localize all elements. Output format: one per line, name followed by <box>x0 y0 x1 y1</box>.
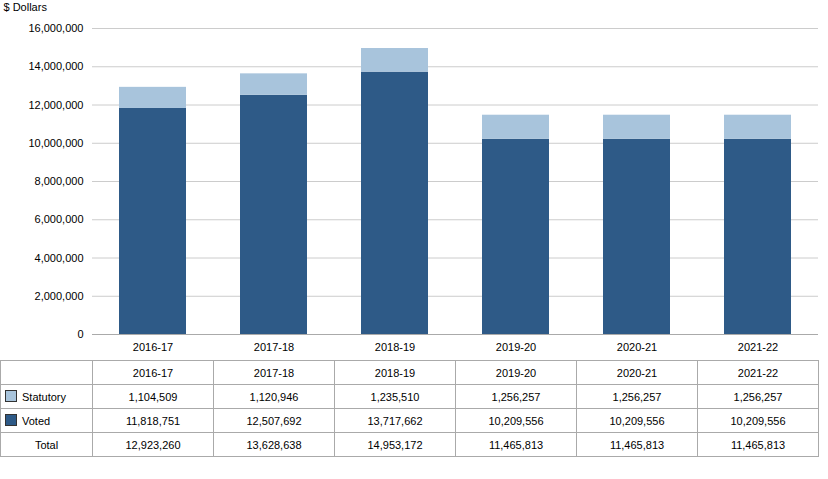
html-text:11,465,813: 11,465,813 <box>609 438 665 451</box>
html-text:14,953,172: 14,953,172 <box>367 438 423 451</box>
html-text:2018-19: 2018-19 <box>374 366 416 379</box>
html-text:2021-22: 2021-22 <box>737 366 779 379</box>
html-text:10,209,556: 10,209,556 <box>488 414 544 427</box>
html-text:10,209,556: 10,209,556 <box>609 414 665 427</box>
html-text:Voted: Voted <box>22 415 51 427</box>
svg-text:2021-22: 2021-22 <box>738 341 778 353</box>
html-text:1,104,509: 1,104,509 <box>128 390 178 403</box>
svg-text:14,000,000: 14,000,000 <box>28 60 83 72</box>
html-text:13,628,638: 13,628,638 <box>246 438 302 451</box>
html-text:12,923,260: 12,923,260 <box>125 438 181 451</box>
svg-text:2017-18: 2017-18 <box>254 341 294 353</box>
html-text:13,717,662: 13,717,662 <box>367 414 423 427</box>
html-text:2020-21: 2020-21 <box>616 366 658 379</box>
html-text:10,209,556: 10,209,556 <box>730 414 786 427</box>
html-text:11,465,813: 11,465,813 <box>730 438 786 451</box>
svg-text:4,000,000: 4,000,000 <box>35 252 84 264</box>
svg-text:2,000,000: 2,000,000 <box>35 290 84 302</box>
html-text:12,507,692: 12,507,692 <box>246 414 302 427</box>
svg-text:2019-20: 2019-20 <box>496 341 536 353</box>
svg-text:10,000,000: 10,000,000 <box>28 137 83 149</box>
html-text:1,256,257: 1,256,257 <box>612 390 662 403</box>
html-text:2016-17: 2016-17 <box>132 366 174 379</box>
svg-text:0: 0 <box>77 328 83 340</box>
html-text:11,465,813: 11,465,813 <box>488 438 544 451</box>
html-text:11,818,751: 11,818,751 <box>125 414 181 427</box>
html-text:1,256,257: 1,256,257 <box>733 390 783 403</box>
html-text:1,235,510: 1,235,510 <box>370 390 420 403</box>
svg-text:12,000,000: 12,000,000 <box>28 99 83 111</box>
svg-text:2020-21: 2020-21 <box>617 341 657 353</box>
html-text:Total: Total <box>34 438 59 451</box>
svg-text:$ Dollars: $ Dollars <box>4 1 48 13</box>
svg-text:2018-19: 2018-19 <box>375 341 415 353</box>
html-text:2017-18: 2017-18 <box>253 366 295 379</box>
html-text:1,256,257: 1,256,257 <box>491 390 541 403</box>
svg-text:16,000,000: 16,000,000 <box>28 22 83 34</box>
svg-text:8,000,000: 8,000,000 <box>35 175 84 187</box>
svg-text:6,000,000: 6,000,000 <box>35 213 84 225</box>
html-text:2019-20: 2019-20 <box>495 366 537 379</box>
svg-text:2016-17: 2016-17 <box>133 341 173 353</box>
html-text:Statutory: Statutory <box>22 391 66 403</box>
html-text:1,120,946: 1,120,946 <box>249 390 299 403</box>
